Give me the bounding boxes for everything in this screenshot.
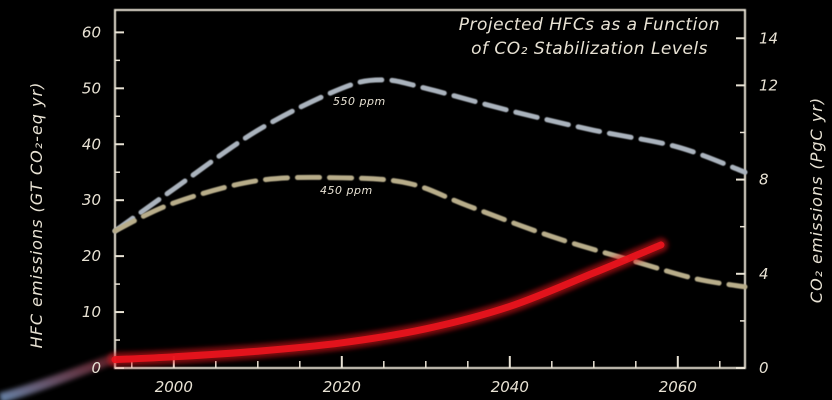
left-tick-label: 60 xyxy=(82,23,101,41)
chart-title-line-1: Projected HFCs as a Function xyxy=(459,15,720,35)
left-tick-label: 30 xyxy=(82,191,101,209)
series-label-450ppm: 450 ppm xyxy=(320,184,373,197)
series-label-550ppm: 550 ppm xyxy=(333,95,386,108)
series-line-1 xyxy=(112,174,748,290)
left-tick-label: 10 xyxy=(82,303,101,321)
bottom-tick-label: 2060 xyxy=(659,378,697,396)
chart-title-line-2: of CO₂ Stabilization Levels xyxy=(471,39,708,59)
right-tick-label: 4 xyxy=(759,265,769,283)
left-tick-label: 40 xyxy=(82,135,101,153)
series-glow-2 xyxy=(108,237,668,367)
right-axis-title: CO₂ emissions (PgC yr) xyxy=(807,97,826,303)
right-axis-ticks: 0 4 8 12 14 xyxy=(736,29,778,377)
left-axis-title: HFC emissions (GT CO₂-eq yr) xyxy=(27,82,46,349)
decorative-glow xyxy=(0,353,117,400)
right-tick-label: 12 xyxy=(759,76,778,94)
left-tick-label: 0 xyxy=(91,359,101,377)
bottom-axis-ticks: 2000 2020 2040 2060 xyxy=(131,356,721,396)
left-tick-label: 50 xyxy=(82,79,101,97)
left-axis-ticks: 0 10 20 30 40 50 60 xyxy=(82,23,124,377)
series-line-2 xyxy=(111,241,665,364)
series-layer xyxy=(108,77,748,367)
right-tick-label: 0 xyxy=(759,359,769,377)
plot-frame xyxy=(114,9,746,369)
right-tick-label: 14 xyxy=(759,29,778,47)
left-tick-label: 20 xyxy=(82,247,101,265)
series-line-0 xyxy=(112,77,748,234)
right-tick-label: 8 xyxy=(759,171,769,189)
bottom-tick-label: 2040 xyxy=(491,378,529,396)
bottom-tick-label: 2000 xyxy=(155,378,193,396)
bottom-tick-label: 2020 xyxy=(323,378,361,396)
